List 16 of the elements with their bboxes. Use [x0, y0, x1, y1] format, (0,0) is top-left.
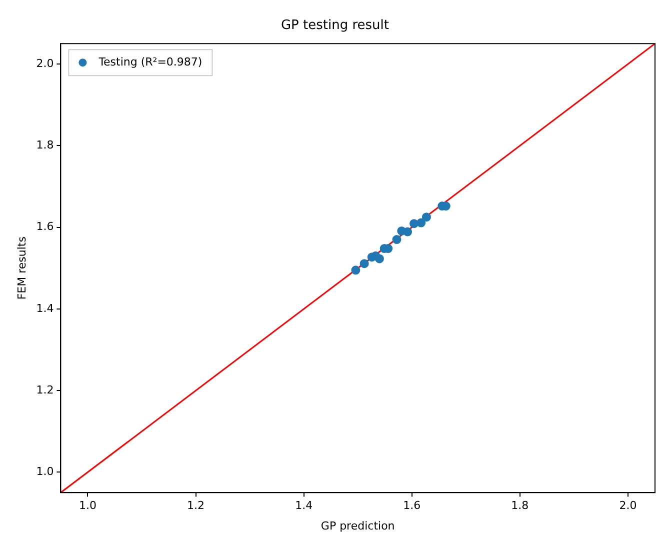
x-axis-title: GP prediction: [320, 519, 395, 532]
y-tick-label: 1.6: [36, 220, 54, 234]
y-tick-label: 1.2: [36, 383, 54, 396]
x-tick-label: 1.2: [187, 499, 205, 512]
x-tick-label: 1.6: [403, 499, 421, 512]
legend-label: Testing (R²=0.987): [98, 55, 202, 68]
y-tick-label: 1.0: [36, 465, 54, 478]
x-tick-label: 1.8: [511, 499, 529, 512]
x-tick-label: 2.0: [619, 499, 637, 512]
x-tick-label: 1.4: [295, 499, 313, 512]
chart-title: GP testing result: [280, 18, 390, 34]
y-tick-label: 1.4: [36, 302, 54, 315]
y-tick-label: 2.0: [36, 56, 54, 70]
y-axis-title: FEM results: [15, 236, 28, 300]
y-tick-label: 1.8: [36, 138, 54, 152]
x-tick-label: 1.0: [78, 499, 96, 512]
